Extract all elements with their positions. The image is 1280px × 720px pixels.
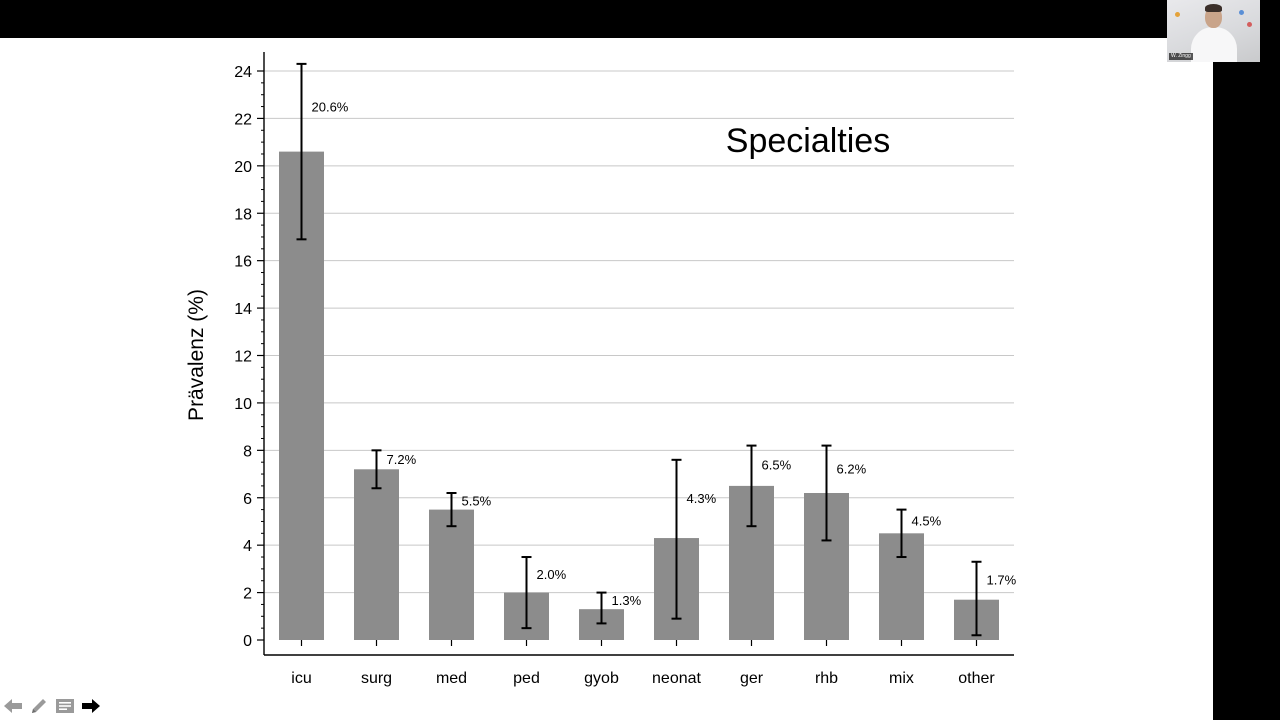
- value-label: 4.5%: [912, 513, 942, 528]
- x-tick-label: icu: [291, 670, 311, 687]
- x-tick-label: surg: [361, 670, 392, 687]
- slides-menu-icon[interactable]: [54, 695, 76, 717]
- presenter-shirt: [1191, 27, 1237, 62]
- chart-title: Specialties: [726, 122, 890, 160]
- value-label: 6.2%: [837, 461, 867, 476]
- decor-dot: [1247, 22, 1252, 27]
- value-label: 1.7%: [987, 573, 1017, 588]
- x-tick-label: gyob: [584, 670, 619, 687]
- bars: [279, 151, 999, 640]
- forward-arrow-icon[interactable]: [80, 695, 102, 717]
- value-label: 5.5%: [462, 493, 492, 508]
- bar: [354, 469, 399, 640]
- y-tick-label: 20: [234, 159, 252, 176]
- slide-area: [0, 38, 1213, 720]
- y-tick-label: 12: [234, 349, 252, 366]
- presenter-hair: [1205, 4, 1222, 12]
- back-arrow-icon[interactable]: [2, 695, 24, 717]
- decor-dot: [1239, 10, 1244, 15]
- y-tick-label: 10: [234, 396, 252, 413]
- value-label: 2.0%: [537, 567, 567, 582]
- axes: [263, 52, 1014, 656]
- y-tick-label: 14: [234, 301, 252, 318]
- value-label: 7.2%: [387, 452, 417, 467]
- x-tick-label: mix: [889, 670, 914, 687]
- y-tick-label: 18: [234, 206, 252, 223]
- top-black-bar: [0, 0, 1280, 38]
- x-tick-label: neonat: [652, 670, 701, 687]
- decor-dot: [1175, 12, 1180, 17]
- value-label: 1.3%: [612, 593, 642, 608]
- x-ticks: icu surg med ped gyob neonat ger rhb mix other: [291, 640, 995, 687]
- right-black-bar: [1213, 62, 1280, 720]
- y-tick-label: 8: [243, 443, 252, 460]
- x-tick-label: ger: [740, 670, 764, 687]
- value-label: 4.3%: [687, 491, 717, 506]
- y-tick-label: 4: [243, 538, 252, 555]
- value-labels: 20.6% 7.2% 5.5% 2.0% 1.3% 4.3% 6.5% 6.2% 4.5% 1.7…: [312, 100, 1017, 608]
- webcam-name-label: W. Zingg: [1169, 53, 1193, 60]
- y-tick-label: 2: [243, 586, 252, 603]
- x-tick-label: other: [958, 670, 995, 687]
- bar: [429, 509, 474, 640]
- y-axis-label: Prävalenz (%): [185, 289, 208, 421]
- y-tick-label: 22: [234, 111, 252, 128]
- y-tick-label: 0: [243, 633, 252, 650]
- bar-chart: 20.6% 7.2% 5.5% 2.0% 1.3% 4.3% 6.5% 6.2% 4.5% 1.7…: [185, 52, 1017, 687]
- value-label: 6.5%: [762, 458, 792, 473]
- y-tick-label: 6: [243, 491, 252, 508]
- pen-icon[interactable]: [28, 695, 50, 717]
- x-tick-label: med: [436, 670, 467, 687]
- y-tick-label: 16: [234, 254, 252, 271]
- webcam-thumbnail[interactable]: W. Zingg: [1167, 0, 1260, 62]
- y-tick-label: 24: [234, 64, 252, 81]
- x-tick-label: ped: [513, 670, 540, 687]
- value-label: 20.6%: [312, 100, 349, 115]
- error-bars: [296, 62, 982, 637]
- x-tick-label: rhb: [815, 670, 838, 687]
- slide-navigation: [2, 694, 102, 718]
